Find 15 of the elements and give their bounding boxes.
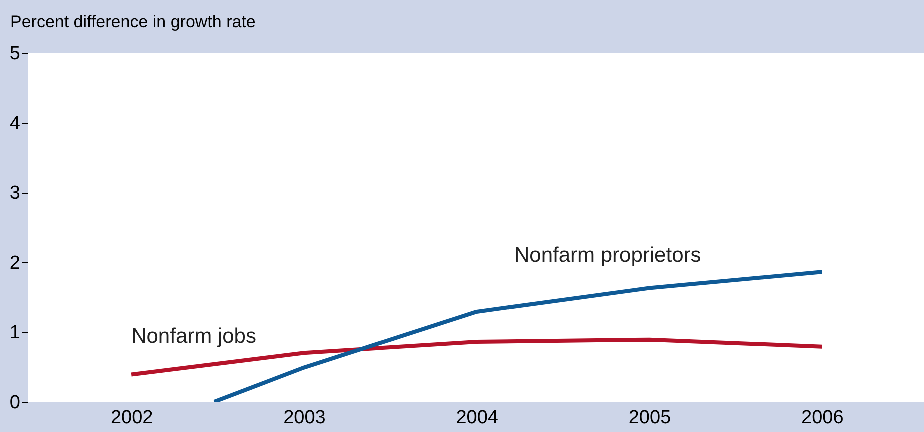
series-label: Nonfarm proprietors — [514, 244, 702, 268]
series-label: Nonfarm jobs — [132, 324, 256, 348]
line-series — [212, 270, 824, 402]
y-tick-label: 5 — [10, 44, 20, 64]
y-tick-label: 3 — [10, 183, 20, 204]
x-tick-label: 2004 — [456, 408, 499, 428]
x-tick-label: 2005 — [628, 408, 672, 428]
x-tick-label: 2002 — [110, 408, 154, 428]
y-tick-label: 2 — [10, 252, 20, 274]
y-axis-title: Percent difference in growth rate — [10, 12, 256, 32]
x-tick-label: 2006 — [802, 408, 844, 428]
y-tick-label: 0 — [10, 392, 20, 414]
y-tick-label: 4 — [10, 113, 21, 134]
y-tick-label: 1 — [10, 322, 20, 344]
x-tick-label: 2003 — [284, 408, 326, 428]
